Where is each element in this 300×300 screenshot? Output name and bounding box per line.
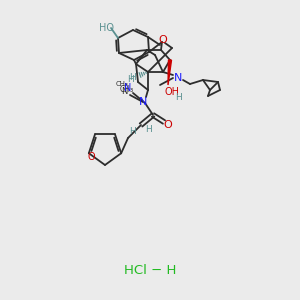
Text: N: N bbox=[124, 83, 132, 93]
Text: H: H bbox=[127, 76, 134, 85]
Text: CH₃: CH₃ bbox=[116, 81, 128, 87]
Text: OH: OH bbox=[164, 87, 179, 97]
Text: N: N bbox=[121, 86, 127, 95]
Text: H: H bbox=[130, 73, 136, 82]
Text: H: H bbox=[145, 125, 152, 134]
Text: H: H bbox=[175, 92, 182, 101]
Text: HCl − H: HCl − H bbox=[124, 263, 176, 277]
Polygon shape bbox=[168, 60, 172, 85]
Text: O: O bbox=[164, 120, 172, 130]
Text: O: O bbox=[159, 35, 167, 45]
Text: O: O bbox=[87, 152, 95, 162]
Text: H: H bbox=[130, 128, 136, 136]
Text: CH₃: CH₃ bbox=[120, 85, 134, 94]
Text: N: N bbox=[174, 73, 182, 83]
Text: HO: HO bbox=[98, 23, 113, 33]
Text: N: N bbox=[139, 97, 147, 107]
